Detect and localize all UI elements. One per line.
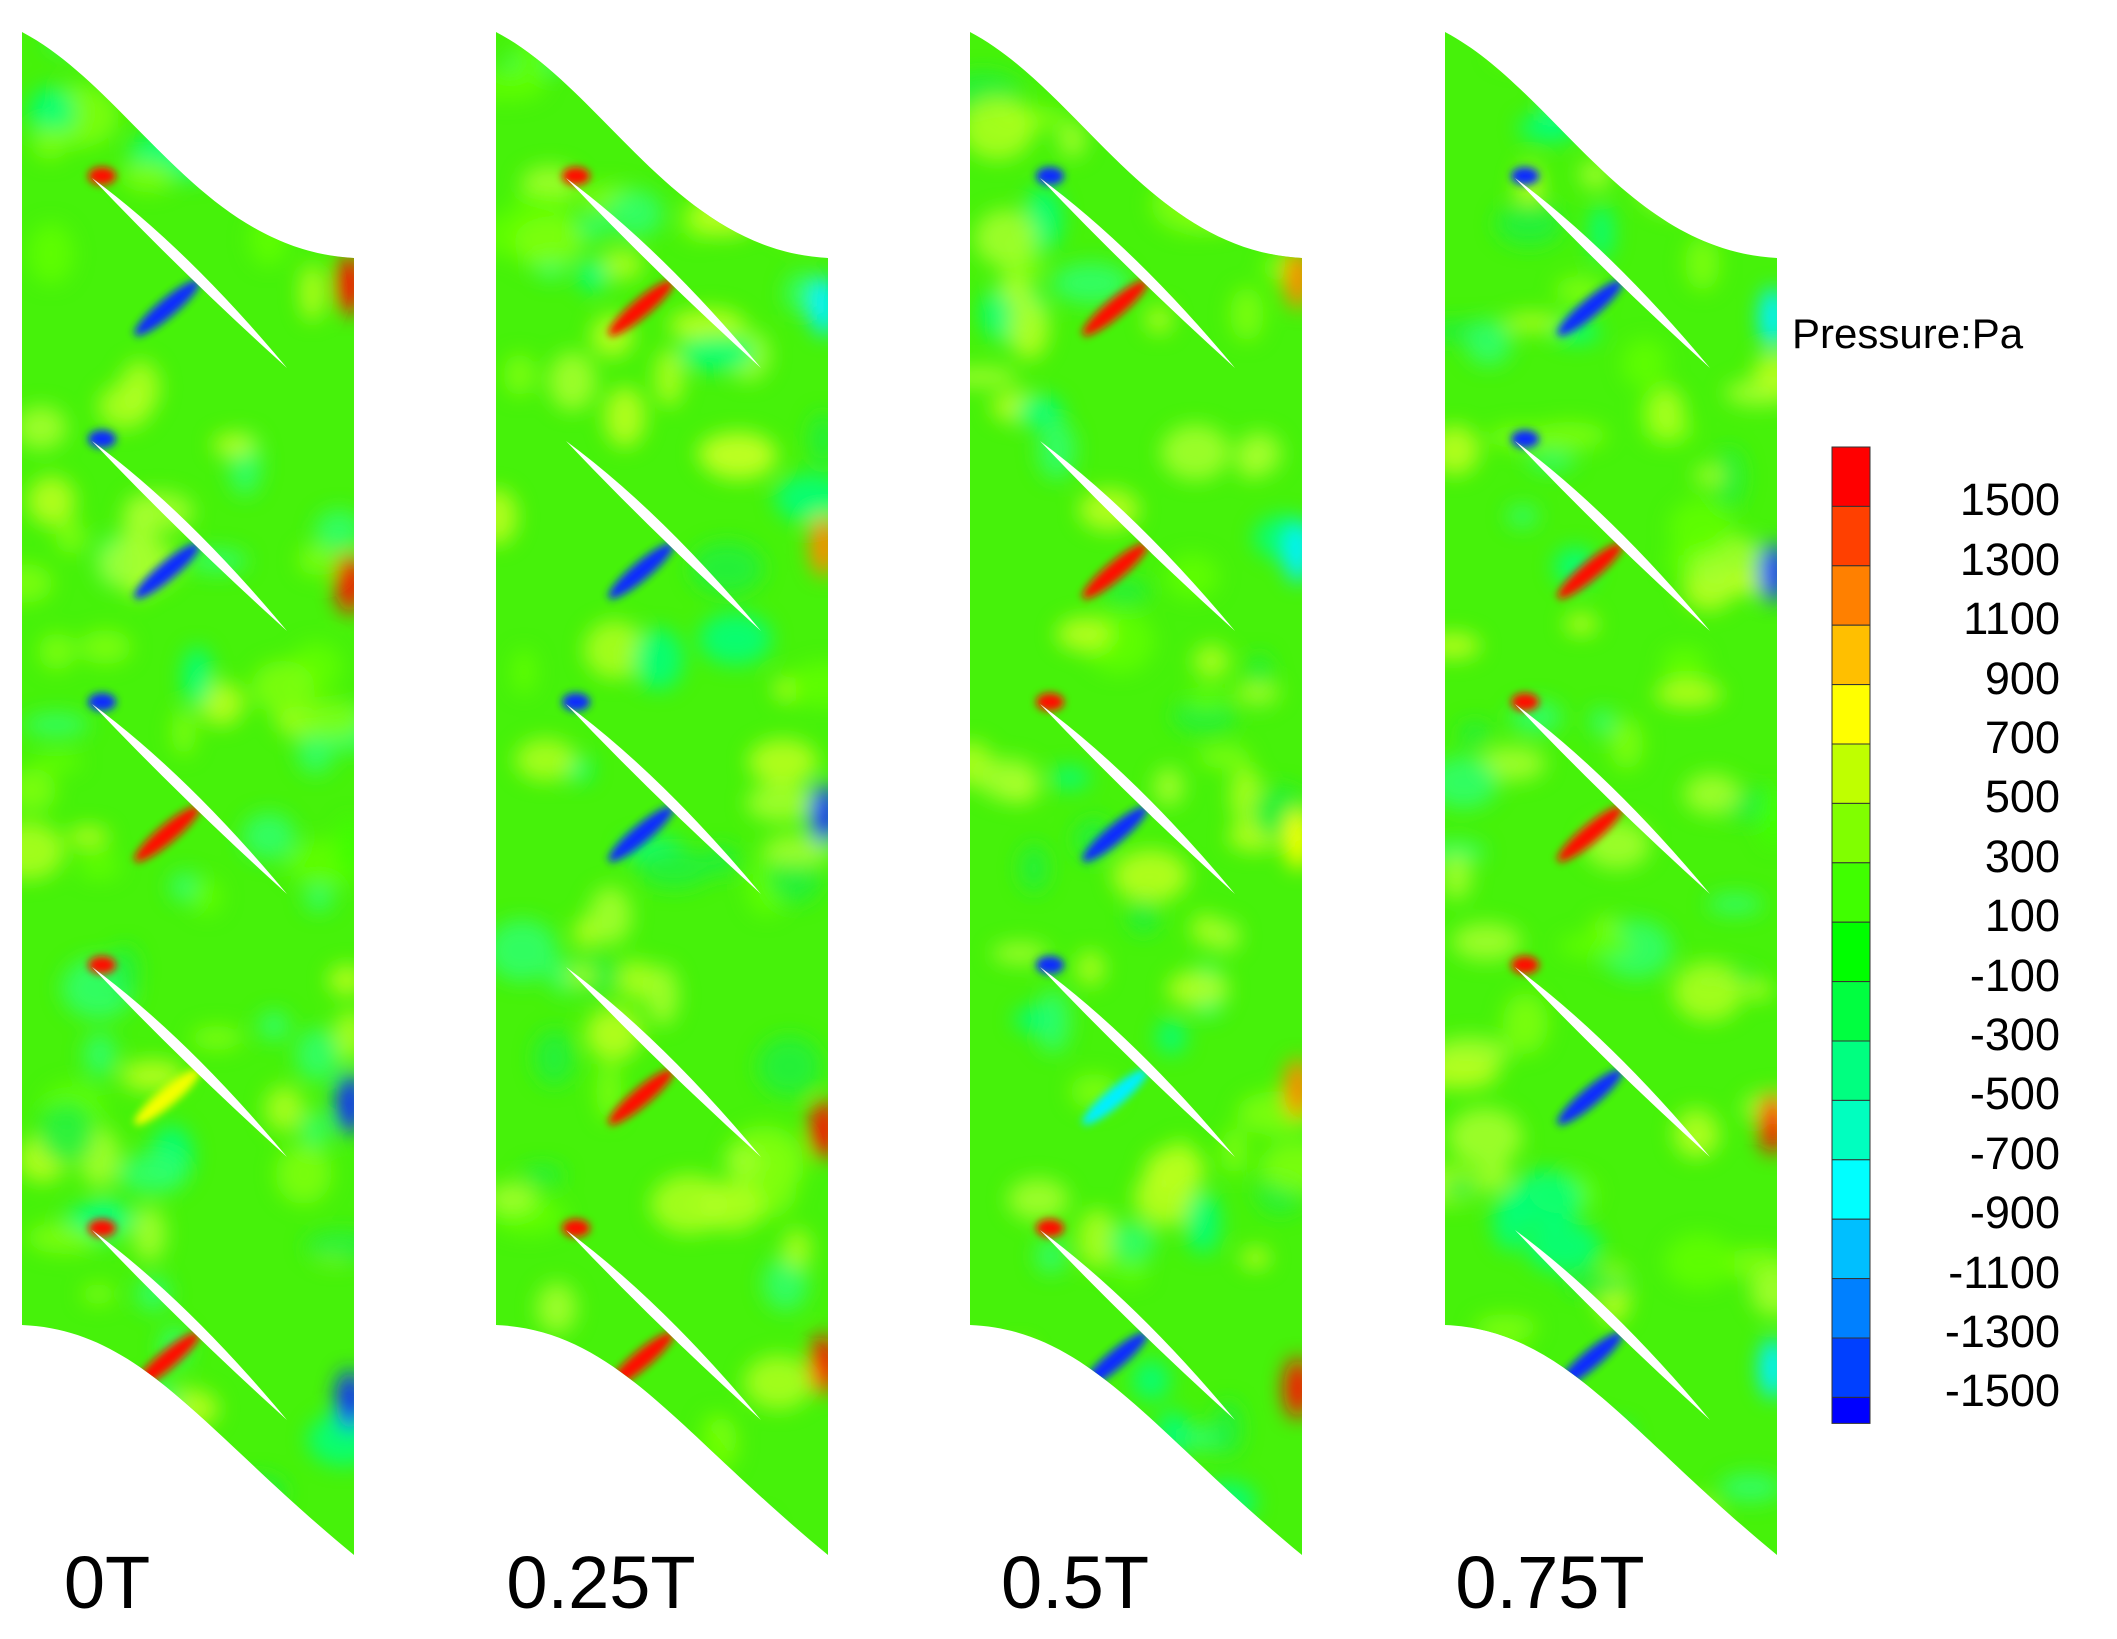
legend-swatch <box>1831 1396 1871 1424</box>
panel-time-label: 0T <box>63 1541 151 1624</box>
legend-tick-label: -100 <box>1969 949 2060 1001</box>
legend-colorbar <box>1831 446 1871 1424</box>
panel-time-label: 0.5T <box>1000 1541 1150 1624</box>
legend-swatch <box>1831 802 1871 864</box>
legend-tick-label: 300 <box>1984 830 2060 882</box>
blade-profile <box>92 441 287 631</box>
blade-profile <box>566 178 761 368</box>
legend-swatch <box>1831 1278 1871 1339</box>
legend-tick-label: -300 <box>1969 1009 2060 1060</box>
blade-profile <box>1040 967 1235 1157</box>
blade-profile <box>1515 178 1710 368</box>
contour-panel <box>970 32 1302 1555</box>
legend-tick-label: -700 <box>1969 1127 2060 1179</box>
legend-swatch <box>1831 1337 1871 1398</box>
panel-time-label: 0.25T <box>506 1541 696 1624</box>
legend-swatch <box>1831 684 1871 745</box>
legend-tick-label: 1100 <box>1963 593 2060 645</box>
contour-panel <box>496 32 828 1555</box>
blade-profile <box>566 967 761 1157</box>
panel-time-label: 0.75T <box>1455 1541 1645 1624</box>
legend-swatch <box>1831 1099 1871 1161</box>
blade-profile <box>92 704 287 894</box>
blade-profile <box>1515 441 1710 631</box>
blade-profile <box>1515 967 1710 1157</box>
blade-profile <box>1040 1230 1235 1420</box>
legend-tick-label: -1500 <box>1944 1365 2060 1417</box>
legend-swatch <box>1831 981 1871 1042</box>
blade-profile <box>92 178 287 368</box>
legend-swatch <box>1831 1159 1871 1220</box>
blade-profile <box>92 1230 287 1420</box>
legend-swatch <box>1831 1040 1871 1101</box>
blade-profile <box>1515 1230 1710 1420</box>
legend-tick-label: 900 <box>1984 652 2060 704</box>
legend-swatch <box>1831 1218 1871 1280</box>
legend-swatch <box>1831 446 1871 507</box>
legend-swatch <box>1831 505 1871 567</box>
blade-profile <box>566 704 761 894</box>
blade-profile <box>1040 704 1235 894</box>
blade-profile <box>566 441 761 631</box>
blade-profile <box>566 1230 761 1420</box>
legend-tick-label: 500 <box>1984 771 2060 823</box>
legend-tick-label: 1300 <box>1959 533 2060 585</box>
legend-title: Pressure:Pa <box>1792 310 2024 357</box>
legend-tick-label: 700 <box>1984 712 2060 763</box>
legend-swatch <box>1831 624 1871 686</box>
blade-profile <box>1515 704 1710 894</box>
legend-tick-label: -900 <box>1969 1187 2060 1239</box>
contour-panel <box>1445 32 1777 1555</box>
contour-panel <box>22 32 354 1555</box>
legend-swatch <box>1831 565 1871 626</box>
legend-swatch <box>1831 743 1871 804</box>
legend-tick-label: -1300 <box>1944 1306 2060 1357</box>
blade-profile <box>1040 178 1235 368</box>
blade-profile <box>92 967 287 1157</box>
legend-swatch <box>1831 921 1871 983</box>
legend-tick-label: -500 <box>1969 1068 2060 1120</box>
legend-tick-label: 100 <box>1984 890 2060 942</box>
legend-tick-label: -1100 <box>1948 1246 2060 1298</box>
legend-tick-label: 1500 <box>1959 474 2060 526</box>
legend-swatch <box>1831 862 1871 923</box>
blade-profile <box>1040 441 1235 631</box>
